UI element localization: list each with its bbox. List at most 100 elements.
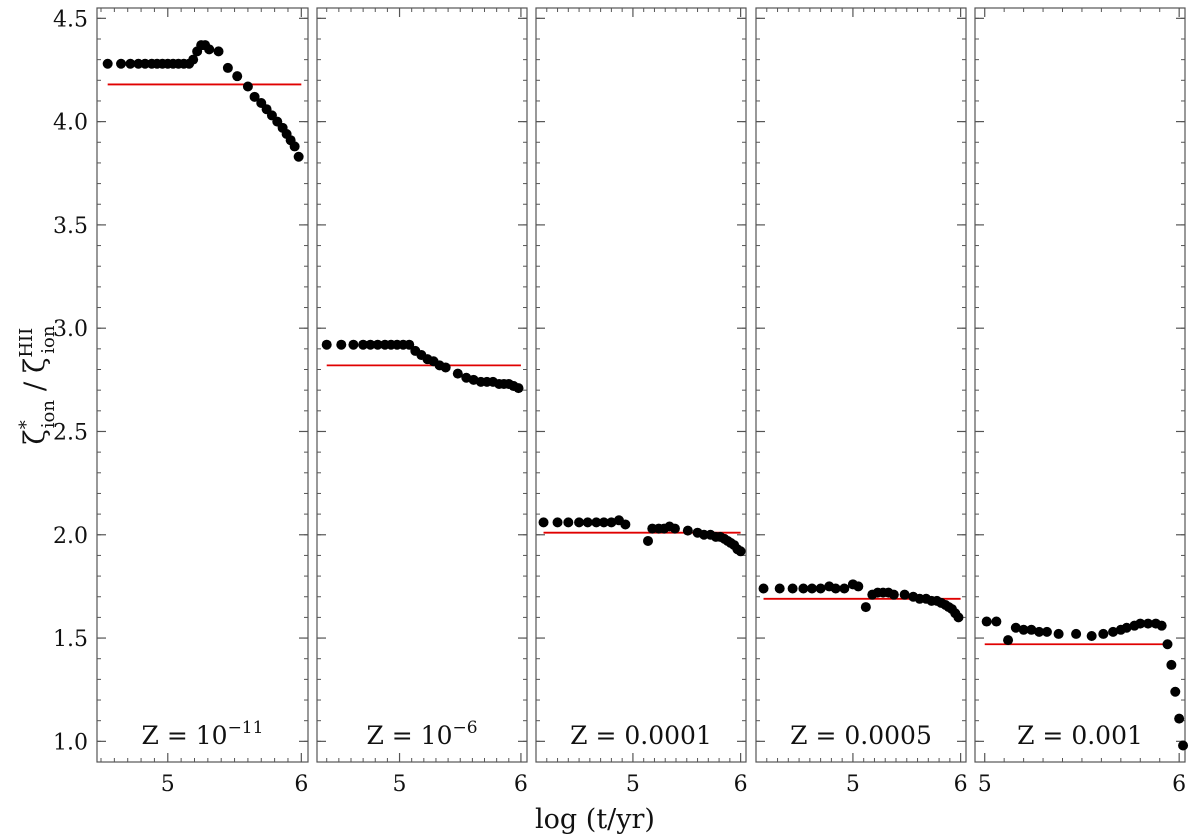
data-point	[830, 583, 841, 594]
x-tick-label: 6	[294, 772, 308, 797]
y-tick-label: 4.0	[53, 111, 88, 136]
data-point	[1053, 628, 1064, 639]
panel-2: 5 6 Z = 10−6	[316, 7, 528, 797]
data-point	[563, 517, 574, 528]
data-point	[1098, 628, 1109, 639]
y-axis-label: ζ*ion / ζHIIion	[16, 325, 59, 444]
y-axis-label-text: ζ*ion / ζHIIion	[16, 325, 59, 444]
data-point	[1156, 620, 1167, 631]
data-point	[620, 519, 631, 530]
data-point	[899, 589, 910, 600]
y-tick-label: 2.0	[53, 524, 88, 549]
data-point	[860, 602, 871, 613]
data-point	[289, 141, 300, 152]
data-point	[582, 517, 593, 528]
y-tick-label: 1.5	[53, 627, 88, 652]
data-point	[552, 517, 563, 528]
data-point	[1121, 622, 1132, 633]
panel-frame	[535, 7, 747, 763]
panel-3: 5 6 Z = 0.0001	[535, 7, 748, 797]
panel-4: 5 6 Z = 0.0005	[755, 7, 968, 797]
data-point	[336, 339, 347, 350]
x-tick-label: 5	[846, 772, 860, 797]
data-point	[682, 525, 693, 536]
panel-1: 5 6 Z = 10−11	[96, 7, 309, 797]
data-point	[598, 517, 609, 528]
x-tick-label: 5	[161, 772, 175, 797]
panel-frame	[755, 7, 967, 763]
data-point	[1010, 622, 1021, 633]
data-point	[222, 62, 233, 73]
panel-frame	[316, 7, 528, 763]
data-point	[358, 339, 369, 350]
x-axis-label: log (t/yr)	[535, 804, 655, 835]
data-point	[1135, 618, 1146, 629]
data-point	[591, 517, 602, 528]
data-point	[853, 581, 864, 592]
data-point	[440, 362, 451, 373]
panel-frame	[96, 7, 309, 763]
x-tick-label: 6	[734, 772, 748, 797]
data-point	[188, 54, 199, 65]
data-point	[513, 383, 524, 394]
data-point	[321, 339, 332, 350]
data-point	[1162, 639, 1173, 650]
y-tick-label: 2.5	[53, 420, 88, 445]
panel-label: Z = 0.0001	[570, 721, 712, 750]
panel-label: Z = 10−6	[366, 718, 477, 750]
data-point	[213, 46, 224, 57]
data-point	[888, 589, 899, 600]
data-point	[758, 583, 769, 594]
data-point	[102, 58, 113, 69]
data-point	[774, 583, 785, 594]
data-point	[249, 91, 260, 102]
data-point	[116, 58, 127, 69]
data-point	[1026, 624, 1037, 635]
data-point	[815, 583, 826, 594]
data-point	[735, 546, 746, 557]
y-tick-label: 1.0	[53, 730, 88, 755]
data-point	[1071, 628, 1082, 639]
data-point	[365, 339, 376, 350]
data-point	[404, 339, 415, 350]
data-point	[293, 151, 304, 162]
x-tick-label: 6	[1172, 772, 1186, 797]
data-point	[452, 368, 463, 379]
data-point	[981, 616, 992, 627]
panel-5: 5 6 Z = 0.001	[974, 7, 1189, 797]
data-point	[1041, 626, 1052, 637]
x-tick-label: 6	[954, 772, 968, 797]
data-point	[125, 58, 136, 69]
panel-label: Z = 0.001	[1017, 721, 1143, 750]
data-point	[1170, 686, 1181, 697]
data-point	[1178, 740, 1189, 751]
data-point	[991, 616, 1002, 627]
data-point	[348, 339, 359, 350]
data-point	[787, 583, 798, 594]
panel-label: Z = 0.0005	[790, 721, 932, 750]
data-point	[1166, 659, 1177, 670]
data-point	[372, 339, 383, 350]
panel-label: Z = 10−11	[142, 718, 264, 750]
data-point	[1003, 635, 1014, 646]
y-tick-label: 3.0	[53, 317, 88, 342]
data-point	[606, 517, 617, 528]
y-tick-label: 4.5	[53, 7, 88, 32]
data-point	[643, 535, 653, 546]
data-point	[232, 71, 243, 82]
data-point	[1174, 713, 1185, 724]
data-point	[574, 517, 585, 528]
data-point	[1143, 618, 1154, 629]
data-point	[669, 523, 680, 534]
data-point	[953, 612, 964, 623]
data-point	[798, 583, 809, 594]
data-point	[1086, 630, 1097, 641]
data-point	[1034, 626, 1045, 637]
x-tick-label: 5	[626, 772, 640, 797]
data-point	[807, 583, 817, 594]
panel-frame	[974, 7, 1186, 763]
data-point	[538, 517, 549, 528]
x-tick-label: 5	[393, 772, 407, 797]
